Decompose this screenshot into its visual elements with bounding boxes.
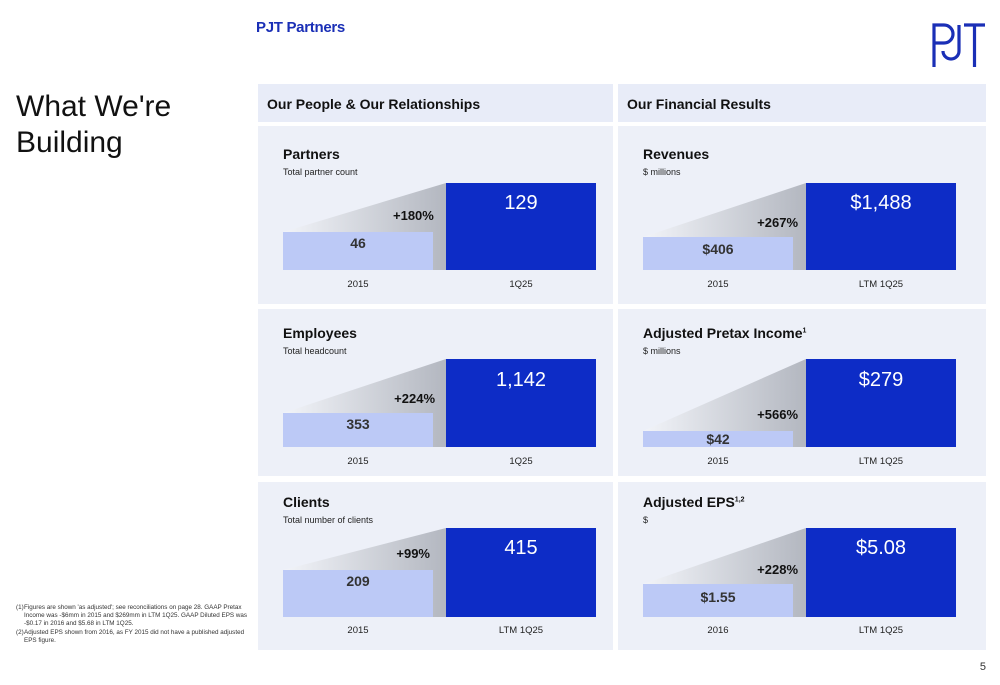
footnote-number: (1)	[16, 604, 24, 611]
growth-percent: +267%	[757, 215, 798, 230]
base-bar	[643, 584, 793, 617]
card-adjusted-pretax-income: Adjusted Pretax Income1 $ millions $42 $…	[618, 309, 986, 476]
card-adjusted-eps: Adjusted EPS1,2 $ $1.55 $5.08 +228% 2016…	[618, 482, 986, 650]
current-period-label: LTM 1Q25	[858, 279, 904, 290]
card-subtitle: Total headcount	[283, 346, 347, 356]
page-title: What We're Building	[16, 90, 172, 159]
current-value: 415	[504, 537, 538, 559]
card-title: Employees	[283, 325, 357, 341]
current-value: $279	[858, 369, 904, 391]
base-period-label: 2015	[347, 456, 369, 467]
current-bar	[446, 528, 596, 617]
current-value: $5.08	[855, 537, 907, 559]
current-bar	[806, 359, 956, 447]
card-title: Partners	[283, 146, 340, 162]
footnote: (2) Adjusted EPS shown from 2016, as FY …	[16, 629, 248, 645]
current-value: 1,142	[495, 369, 547, 391]
growth-percent: +180%	[393, 208, 434, 223]
card-title-text: Adjusted Pretax Income	[643, 325, 803, 341]
card-title: Adjusted Pretax Income1	[643, 325, 806, 341]
current-bar	[446, 183, 596, 270]
card-revenues: Revenues $ millions $406 $1,488 +267% 20…	[618, 126, 986, 304]
current-period-label: LTM 1Q25	[858, 625, 904, 636]
card-title-footnote-ref: 1	[802, 327, 807, 335]
footnotes: (1) Figures are shown 'as adjusted'; see…	[16, 604, 248, 645]
current-value: $1,488	[850, 192, 912, 214]
base-period-label: 2015	[347, 625, 369, 636]
section-header-people: Our People & Our Relationships	[258, 84, 613, 122]
current-bar	[446, 359, 596, 447]
current-period-label: LTM 1Q25	[858, 456, 904, 467]
section-header-financial: Our Financial Results	[618, 84, 986, 122]
base-period-label: 2016	[707, 625, 729, 636]
brand-name: PJT Partners	[256, 19, 345, 36]
base-bar	[283, 232, 433, 270]
current-period-label: 1Q25	[509, 279, 533, 290]
base-value: $406	[702, 241, 734, 257]
card-subtitle: Total partner count	[283, 167, 358, 177]
growth-percent: +566%	[757, 407, 798, 422]
section-header-financial-label: Our Financial Results	[627, 96, 771, 112]
base-period-label: 2015	[707, 456, 729, 467]
base-bar	[643, 431, 793, 447]
current-bar	[806, 183, 956, 270]
footnote-text: Figures are shown 'as adjusted'; see rec…	[24, 604, 248, 628]
base-value: 353	[346, 416, 370, 432]
base-value: 46	[350, 235, 366, 251]
card-title-footnote-ref: 1,2	[734, 496, 745, 504]
card-title: Adjusted EPS1,2	[643, 494, 745, 510]
page-number: 5	[979, 661, 986, 673]
base-bar	[283, 413, 433, 447]
base-value: $1.55	[700, 589, 736, 605]
growth-percent: +99%	[396, 546, 430, 561]
card-subtitle: $	[643, 515, 649, 525]
growth-percent: +228%	[757, 562, 798, 577]
growth-wedge	[643, 359, 806, 447]
card-title: Revenues	[643, 146, 710, 162]
growth-percent: +224%	[394, 391, 435, 406]
section-header-people-label: Our People & Our Relationships	[267, 96, 481, 112]
card-title: Clients	[283, 494, 330, 510]
current-bar	[806, 528, 956, 617]
current-period-label: 1Q25	[509, 456, 533, 467]
base-value: 209	[346, 573, 370, 589]
card-title-text: Adjusted EPS	[643, 494, 735, 510]
card-partners: Partners Total partner count 46 129 +180…	[258, 126, 613, 304]
current-period-label: LTM 1Q25	[498, 625, 544, 636]
card-clients: Clients Total number of clients 209 415 …	[258, 482, 613, 650]
footnote-number: (2)	[16, 628, 24, 636]
pjt-logo-icon	[932, 23, 985, 67]
card-employees: Employees Total headcount 353 1,142 +224…	[258, 309, 613, 476]
footnote-text: Adjusted EPS shown from 2016, as FY 2015…	[24, 628, 245, 644]
current-value: 129	[504, 192, 538, 214]
base-value: $42	[706, 431, 730, 447]
base-bar	[643, 237, 793, 270]
card-subtitle: Total number of clients	[283, 515, 374, 525]
card-subtitle: $ millions	[643, 167, 681, 177]
base-period-label: 2015	[347, 279, 369, 290]
base-bar	[283, 570, 433, 617]
card-subtitle: $ millions	[643, 346, 681, 356]
footnote: (1) Figures are shown 'as adjusted'; see…	[16, 604, 248, 629]
base-period-label: 2015	[707, 279, 729, 290]
